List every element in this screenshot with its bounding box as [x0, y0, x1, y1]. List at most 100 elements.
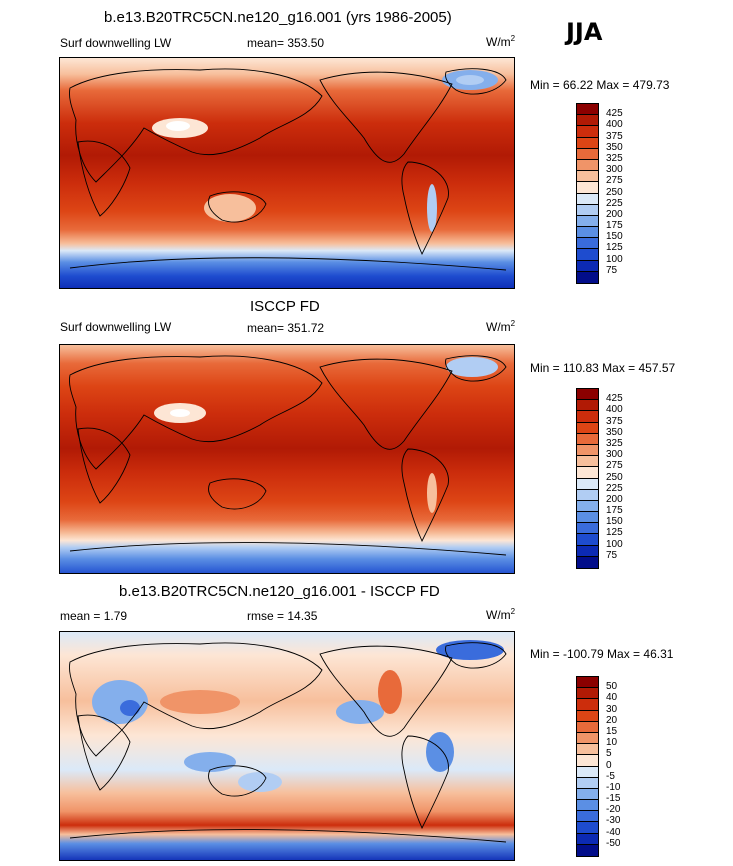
colorbar-swatch [577, 400, 598, 412]
colorbar-swatch [577, 182, 598, 194]
colorbar-swatch [577, 523, 598, 535]
colorbar-swatch [577, 137, 598, 149]
colorbar-tick-label: 275 [606, 460, 623, 472]
colorbar-swatch [577, 171, 598, 183]
colorbar-swatch [577, 721, 598, 733]
colorbar-swatch [577, 115, 598, 127]
colorbar-tick-label: 125 [606, 527, 623, 539]
colorbar-tick-label: 10 [606, 737, 618, 749]
panel1-colorbar [576, 103, 599, 284]
colorbar-tick-label: 300 [606, 449, 623, 461]
colorbar-swatch [577, 126, 598, 138]
colorbar-tick-label: -50 [606, 837, 621, 849]
colorbar-swatch [577, 710, 598, 722]
colorbar-tick-label: 100 [606, 253, 623, 265]
colorbar-swatch [577, 478, 598, 490]
colorbar-tick-label: 300 [606, 164, 623, 176]
colorbar-tick-label: 0 [606, 759, 612, 771]
colorbar-swatch [577, 444, 598, 457]
colorbar-tick-label: 425 [606, 108, 623, 120]
colorbar-swatch [577, 732, 598, 745]
colorbar-swatch [577, 512, 598, 524]
colorbar-tick-label: 225 [606, 197, 623, 209]
panel3-rmse-label: rmse = 14.35 [247, 609, 318, 623]
colorbar-tick-label: 20 [606, 714, 618, 726]
colorbar-swatch [577, 422, 598, 434]
panel2-minmax: Min = 110.83 Max = 457.57 [530, 361, 676, 375]
colorbar-swatch [577, 104, 598, 116]
colorbar-swatch [577, 822, 598, 834]
colorbar-tick-label: 250 [606, 471, 623, 483]
panel3-map-svg [60, 632, 514, 860]
colorbar-swatch [577, 249, 598, 261]
panel3-map [59, 631, 515, 861]
colorbar-swatch [577, 811, 598, 823]
colorbar-swatch [577, 389, 598, 401]
colorbar-tick-label: 375 [606, 415, 623, 427]
colorbar-tick-label: 30 [606, 703, 618, 715]
colorbar-swatch [577, 677, 598, 689]
colorbar-swatch [577, 227, 598, 239]
colorbar-swatch [577, 766, 598, 778]
panel3-title: b.e13.B20TRC5CN.ne120_g16.001 - ISCCP FD [119, 583, 440, 600]
colorbar-tick-label: 350 [606, 141, 623, 153]
panel2-map [59, 344, 515, 574]
colorbar-swatch [577, 777, 598, 789]
panel1-map-svg [60, 58, 514, 288]
colorbar-tick-label: 400 [606, 119, 623, 131]
panel3-minmax: Min = -100.79 Max = 46.31 [530, 647, 674, 661]
colorbar-swatch [577, 688, 598, 700]
colorbar-swatch [577, 260, 598, 272]
colorbar-tick-label: 125 [606, 242, 623, 254]
colorbar-swatch [577, 456, 598, 468]
colorbar-tick-label: 375 [606, 130, 623, 142]
colorbar-swatch [577, 467, 598, 479]
panel2-variable-label: Surf downwelling LW [60, 320, 172, 334]
panel1-title: b.e13.B20TRC5CN.ne120_g16.001 (yrs 1986-… [104, 9, 452, 26]
colorbar-swatch [577, 833, 598, 845]
colorbar-swatch [577, 556, 598, 568]
colorbar-tick-label: 200 [606, 208, 623, 220]
colorbar-swatch [577, 159, 598, 172]
colorbar-tick-label: 350 [606, 426, 623, 438]
panel2-mean-label: mean= 351.72 [247, 321, 325, 335]
colorbar-swatch [577, 433, 598, 445]
colorbar-tick-label: 75 [606, 549, 618, 561]
colorbar-tick-label: 225 [606, 482, 623, 494]
colorbar-tick-label: 425 [606, 393, 623, 405]
colorbar-tick-label: 40 [606, 692, 618, 704]
colorbar-tick-label: 100 [606, 538, 623, 550]
colorbar-swatch [577, 204, 598, 216]
colorbar-tick-label: 150 [606, 516, 623, 528]
panel3-units: W/m2 [486, 607, 516, 622]
panel1-minmax: Min = 66.22 Max = 479.73 [530, 78, 670, 92]
colorbar-swatch [577, 788, 598, 801]
colorbar-swatch [577, 500, 598, 513]
colorbar-tick-label: -30 [606, 815, 621, 827]
colorbar-swatch [577, 215, 598, 228]
colorbar-tick-label: 175 [606, 505, 623, 517]
colorbar-tick-label: 15 [606, 725, 618, 737]
season-label: JJA [566, 18, 603, 46]
panel3-mean-label: mean = 1.79 [60, 609, 128, 623]
colorbar-tick-label: 50 [606, 681, 618, 693]
colorbar-tick-label: -15 [606, 793, 621, 805]
colorbar-swatch [577, 744, 598, 756]
colorbar-swatch [577, 545, 598, 557]
colorbar-tick-label: 200 [606, 493, 623, 505]
colorbar-tick-label: 275 [606, 175, 623, 187]
panel2-colorbar [576, 388, 599, 569]
panel1-mean-label: mean= 353.50 [247, 36, 325, 50]
colorbar-tick-label: -10 [606, 781, 621, 793]
colorbar-tick-label: 400 [606, 404, 623, 416]
colorbar-tick-label: 325 [606, 152, 623, 164]
colorbar-tick-label: 75 [606, 264, 618, 276]
colorbar-tick-label: 325 [606, 437, 623, 449]
colorbar-swatch [577, 800, 598, 812]
colorbar-swatch [577, 271, 598, 283]
colorbar-tick-label: -40 [606, 826, 621, 838]
colorbar-swatch [577, 193, 598, 205]
colorbar-swatch [577, 534, 598, 546]
colorbar-swatch [577, 238, 598, 250]
colorbar-tick-label: 5 [606, 748, 612, 760]
